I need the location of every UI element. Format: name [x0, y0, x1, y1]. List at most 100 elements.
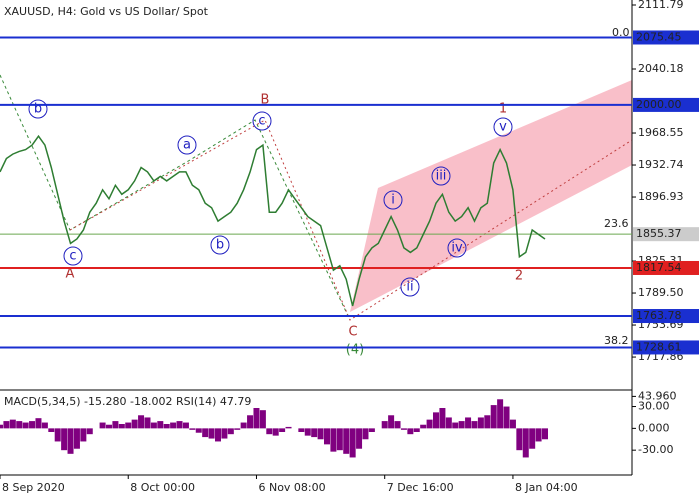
wave-label: A	[66, 267, 75, 282]
macd-bar	[426, 419, 433, 429]
fib-label: 0.0	[612, 26, 630, 39]
x-tick-label: 6 Nov 08:00	[258, 481, 325, 494]
macd-bar	[189, 428, 196, 430]
macd-bar	[407, 428, 414, 435]
trend-line	[0, 74, 351, 321]
macd-bar	[106, 424, 112, 429]
macd-bar	[144, 417, 151, 429]
macd-bar	[9, 419, 16, 429]
macd-bar	[522, 428, 529, 458]
wave-label: B	[261, 93, 270, 108]
macd-bar	[86, 428, 93, 435]
wave-label: i	[391, 193, 395, 208]
y-tick-label: 1932.74	[638, 158, 684, 171]
macd-bar	[343, 428, 350, 454]
x-tick-label: 8 Jan 04:00	[515, 481, 578, 494]
y-tick-label: 2040.18	[638, 62, 684, 75]
x-tick-label: 7 Dec 16:00	[387, 481, 454, 494]
macd-bar	[176, 421, 183, 429]
y-tick-label: 1789.50	[638, 286, 684, 299]
wave-label: ii	[406, 280, 413, 295]
macd-bar	[368, 428, 375, 432]
macd-bar	[298, 428, 305, 432]
macd-bar	[362, 428, 369, 440]
macd-bar	[112, 421, 119, 429]
wave-label: 2	[515, 269, 523, 284]
macd-bar	[445, 417, 452, 429]
macd-bar	[542, 428, 548, 440]
level-box	[633, 309, 699, 324]
wave-label: 1	[499, 102, 507, 117]
wave-label: a	[183, 138, 191, 153]
macd-bar	[400, 428, 407, 430]
macd-bar	[433, 412, 439, 429]
macd-bar	[240, 422, 247, 429]
wave-circle	[383, 190, 403, 210]
macd-bar	[41, 422, 48, 429]
macd-bar	[285, 426, 292, 429]
macd-bar	[529, 428, 536, 449]
level-label: 2075.45	[636, 30, 682, 43]
level-box	[633, 340, 699, 355]
macd-bar	[266, 428, 273, 435]
wave-label: c	[258, 114, 265, 129]
macd-bar	[247, 415, 254, 429]
macd-bar	[503, 406, 510, 429]
macd-bar	[80, 428, 87, 442]
macd-bar	[535, 428, 542, 442]
macd-bar	[324, 428, 330, 445]
x-tick-label: 8 Oct 00:00	[130, 481, 195, 494]
macd-bar	[221, 428, 228, 439]
y-tick-label: 1896.93	[638, 190, 684, 203]
wave-circle	[431, 166, 451, 186]
wave-label: v	[499, 120, 507, 135]
level-label: 1728.61	[636, 340, 682, 353]
channel	[350, 80, 632, 312]
level-label: 1855.37	[636, 227, 682, 240]
macd-bar	[477, 417, 484, 429]
x-tick-label: 8 Sep 2020	[2, 481, 65, 494]
wave-label: b	[216, 238, 224, 253]
macd-bar	[208, 428, 215, 439]
macd-bar	[35, 418, 42, 429]
macd-bar	[311, 428, 318, 438]
macd-bar	[0, 424, 3, 429]
macd-bar	[458, 421, 465, 429]
fib-label: 38.2	[604, 334, 629, 347]
macd-bar	[138, 415, 145, 429]
wave-line	[69, 119, 633, 321]
chart-title: XAUUSD, H4: Gold vs US Dollar/ Spot	[4, 5, 209, 18]
macd-bar	[202, 428, 209, 438]
fib-label: 23.6	[604, 217, 629, 230]
wave-circle	[493, 117, 513, 137]
macd-bar	[215, 428, 221, 442]
macd-bar	[413, 428, 420, 432]
wave-label: iv	[451, 241, 463, 256]
macd-bar	[356, 428, 363, 449]
macd-bar	[452, 422, 459, 429]
macd-bar	[195, 428, 202, 433]
wave-circle	[210, 235, 230, 255]
macd-bar	[234, 428, 241, 430]
macd-bar	[272, 428, 279, 436]
macd-bar	[118, 424, 125, 429]
macd-bar	[157, 421, 164, 429]
macd-bar	[182, 422, 189, 429]
macd-bar	[330, 428, 337, 452]
wave-circle	[28, 99, 48, 119]
y-tick-label: 1968.55	[638, 126, 684, 139]
macd-bar	[3, 421, 10, 429]
macd-bar	[388, 415, 395, 429]
wave-label: (4)	[346, 343, 364, 358]
macd-bar	[73, 428, 80, 449]
macd-bar	[509, 419, 516, 429]
wave-circle	[63, 246, 83, 266]
price-line	[0, 134, 546, 307]
level-box	[633, 30, 699, 45]
macd-bar	[150, 422, 157, 429]
level-box	[633, 227, 699, 242]
macd-bar	[336, 428, 343, 451]
macd-tick-label: -30.00	[638, 443, 673, 456]
level-box	[633, 260, 699, 275]
